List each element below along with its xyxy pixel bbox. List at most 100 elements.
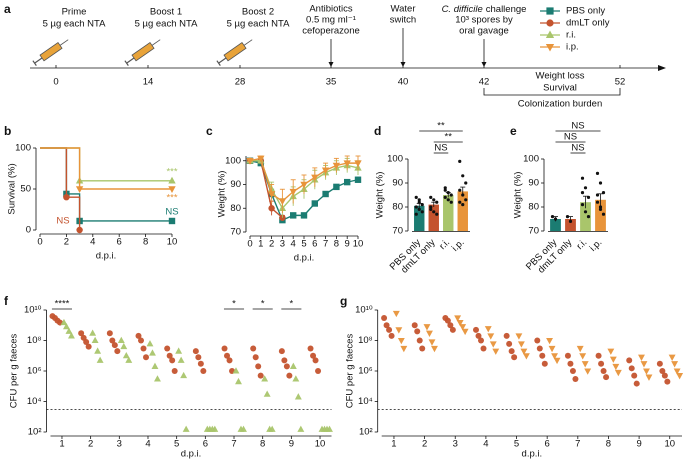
data-point xyxy=(168,217,176,225)
data-point xyxy=(458,188,462,192)
event-text: Prime xyxy=(62,7,87,18)
data-point xyxy=(117,336,125,344)
data-point xyxy=(257,155,265,163)
data-point xyxy=(435,212,439,216)
syringe-plunger xyxy=(126,57,135,64)
data-point xyxy=(164,345,171,352)
data-point xyxy=(553,217,558,221)
data-point xyxy=(508,348,515,355)
data-point xyxy=(484,326,492,333)
data-point xyxy=(414,328,421,335)
event-text: 10³ spores by xyxy=(455,15,513,26)
significance-label: NS xyxy=(564,132,577,143)
data-point xyxy=(257,372,264,379)
x-tick-label: 6 xyxy=(312,239,317,250)
data-point xyxy=(268,425,276,432)
data-point xyxy=(122,352,130,359)
data-point xyxy=(572,375,579,382)
y-axis-label: Weight (%) xyxy=(375,172,386,219)
data-point xyxy=(565,215,570,219)
panel-label: f xyxy=(4,294,9,308)
data-point xyxy=(195,354,202,361)
data-point xyxy=(286,372,293,379)
x-tick-label: i.p. xyxy=(588,237,605,254)
event-text: oral gavage xyxy=(459,26,509,37)
data-point xyxy=(246,158,254,165)
data-point xyxy=(114,348,121,355)
data-point xyxy=(446,191,450,195)
panel-label: b xyxy=(4,124,11,138)
day-label: 0 xyxy=(53,77,58,88)
event-text: 5 µg each NTA xyxy=(43,19,107,30)
data-point xyxy=(289,362,297,369)
data-point xyxy=(503,332,510,339)
syringe-icon xyxy=(216,39,253,66)
bar xyxy=(580,202,591,231)
data-point xyxy=(211,425,219,432)
data-point xyxy=(506,340,513,347)
outcome-bracket xyxy=(483,88,621,96)
data-point xyxy=(426,330,433,337)
data-point xyxy=(395,327,403,334)
data-point xyxy=(428,339,436,346)
syringe-barrel xyxy=(223,41,247,62)
data-point xyxy=(628,365,635,372)
x-tick-label: 5 xyxy=(174,439,179,450)
event-text: Boost 2 xyxy=(242,7,274,18)
day-label: 42 xyxy=(479,77,490,88)
y-tick-label: 80 xyxy=(230,203,241,214)
data-point xyxy=(548,345,556,353)
significance-label: NS xyxy=(56,216,69,227)
data-point xyxy=(595,200,600,204)
data-point xyxy=(454,315,462,322)
y-tick-label: 80 xyxy=(392,202,403,213)
data-point xyxy=(109,337,116,344)
data-point xyxy=(420,210,424,214)
data-point xyxy=(76,226,83,234)
data-point xyxy=(640,361,648,368)
y-tick-label: 10¹⁰ xyxy=(24,305,42,316)
x-tick-label: 7 xyxy=(231,439,236,450)
data-point xyxy=(431,345,438,353)
data-point xyxy=(307,345,314,352)
y-tick-label: 100 xyxy=(523,154,539,165)
data-point xyxy=(416,337,423,344)
x-tick-label: 7 xyxy=(575,439,580,450)
panel-label: d xyxy=(374,124,381,138)
data-point xyxy=(263,390,271,397)
day-label: 28 xyxy=(235,77,246,88)
data-point xyxy=(417,207,421,211)
data-point xyxy=(456,320,464,327)
data-point xyxy=(580,176,585,180)
data-point xyxy=(322,190,329,198)
data-point xyxy=(224,352,231,359)
panel-label: c xyxy=(206,124,213,138)
y-tick-label: 0 xyxy=(26,225,31,236)
data-point xyxy=(598,205,603,209)
x-tick-label: 5 xyxy=(301,239,306,250)
x-tick-label: 4 xyxy=(90,237,95,248)
legend-marker xyxy=(546,19,554,27)
data-point xyxy=(297,425,305,432)
data-point xyxy=(397,337,405,345)
x-tick-label: 8 xyxy=(606,439,611,450)
bar xyxy=(550,219,561,231)
syringe-barrel xyxy=(131,41,155,62)
data-point xyxy=(492,348,500,355)
legend-label: i.p. xyxy=(566,42,579,53)
data-point xyxy=(580,191,585,195)
data-point xyxy=(235,377,242,385)
panel-label: g xyxy=(340,294,347,308)
data-point xyxy=(480,345,487,352)
y-tick-label: 50 xyxy=(20,184,31,195)
x-tick-label: r.i. xyxy=(437,237,452,252)
y-tick-label: 10² xyxy=(28,427,42,438)
data-point xyxy=(429,207,433,211)
data-point xyxy=(595,193,600,197)
data-point xyxy=(671,361,679,368)
data-point xyxy=(300,212,308,219)
y-tick-label: 10⁶ xyxy=(358,366,373,377)
data-point xyxy=(261,375,269,382)
significance-label: ** xyxy=(437,121,445,132)
data-point xyxy=(435,200,439,204)
